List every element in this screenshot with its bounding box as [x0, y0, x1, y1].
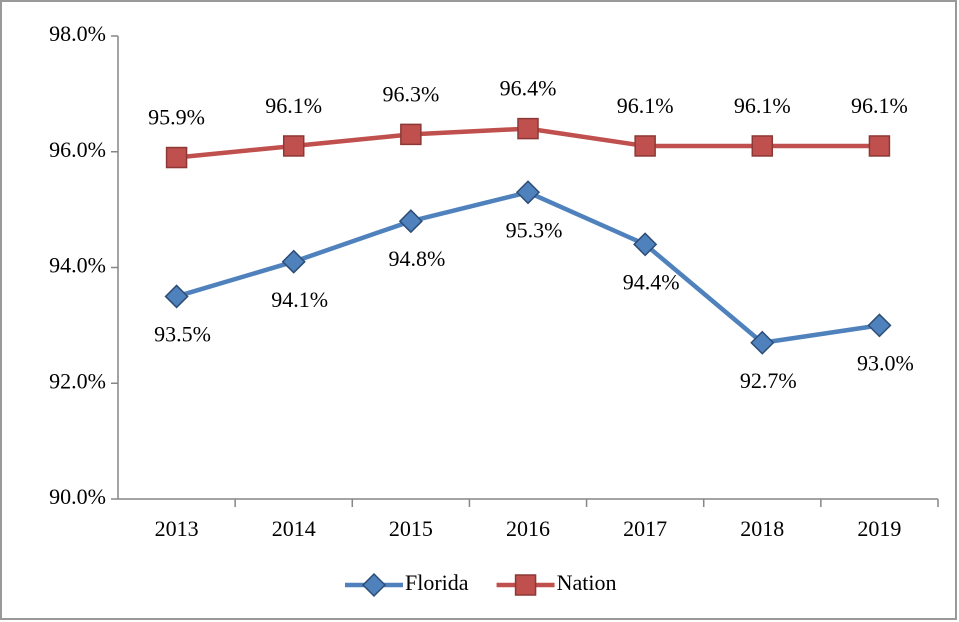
- x-tick-label: 2016: [506, 516, 550, 541]
- x-tick-label: 2018: [740, 516, 784, 541]
- data-label: 96.3%: [382, 81, 439, 106]
- marker: [282, 135, 305, 157]
- marker: [868, 135, 891, 157]
- marker: [633, 232, 658, 257]
- legend-label: Nation: [557, 570, 617, 595]
- y-tick-label: 94.0%: [49, 253, 106, 278]
- data-label: 94.4%: [623, 269, 680, 294]
- y-tick-label: 96.0%: [49, 137, 106, 162]
- marker: [867, 313, 892, 338]
- data-label: 93.5%: [154, 321, 211, 346]
- legend-label: Florida: [405, 570, 469, 595]
- x-tick-label: 2014: [272, 516, 316, 541]
- y-tick-label: 98.0%: [49, 21, 106, 46]
- marker: [400, 123, 422, 146]
- marker: [281, 249, 306, 274]
- data-label: 96.1%: [265, 93, 322, 118]
- data-label: 95.9%: [148, 105, 205, 130]
- data-label: 96.1%: [734, 93, 791, 118]
- x-tick-label: 2019: [857, 516, 901, 541]
- data-label: 93.0%: [857, 350, 914, 375]
- marker: [515, 180, 541, 205]
- y-tick-label: 90.0%: [49, 484, 106, 509]
- marker: [517, 117, 539, 140]
- x-tick-label: 2013: [155, 516, 199, 541]
- marker: [398, 209, 423, 234]
- marker: [361, 572, 387, 598]
- data-label: 92.7%: [740, 368, 797, 393]
- data-label: 96.1%: [851, 93, 908, 118]
- data-label: 96.4%: [500, 76, 557, 101]
- data-label: 96.1%: [617, 93, 674, 118]
- marker: [634, 135, 656, 157]
- x-tick-label: 2017: [623, 516, 667, 541]
- data-label: 95.3%: [506, 217, 563, 242]
- marker: [514, 574, 537, 596]
- data-label: 94.8%: [388, 246, 445, 271]
- marker: [165, 146, 188, 169]
- data-label: 94.1%: [271, 287, 328, 312]
- y-tick-label: 92.0%: [49, 368, 106, 393]
- series: 95.9% 96.1% 96.3% 96.4% 96.1% 96.1% 96.1%: [148, 76, 908, 169]
- x-tick-label: 2015: [389, 516, 433, 541]
- series: 93.5% 94.1% 94.8% 95.3% 94.4% 92.7% 93.0%: [154, 180, 914, 393]
- marker: [751, 135, 774, 157]
- marker: [164, 284, 189, 309]
- marker: [750, 330, 775, 355]
